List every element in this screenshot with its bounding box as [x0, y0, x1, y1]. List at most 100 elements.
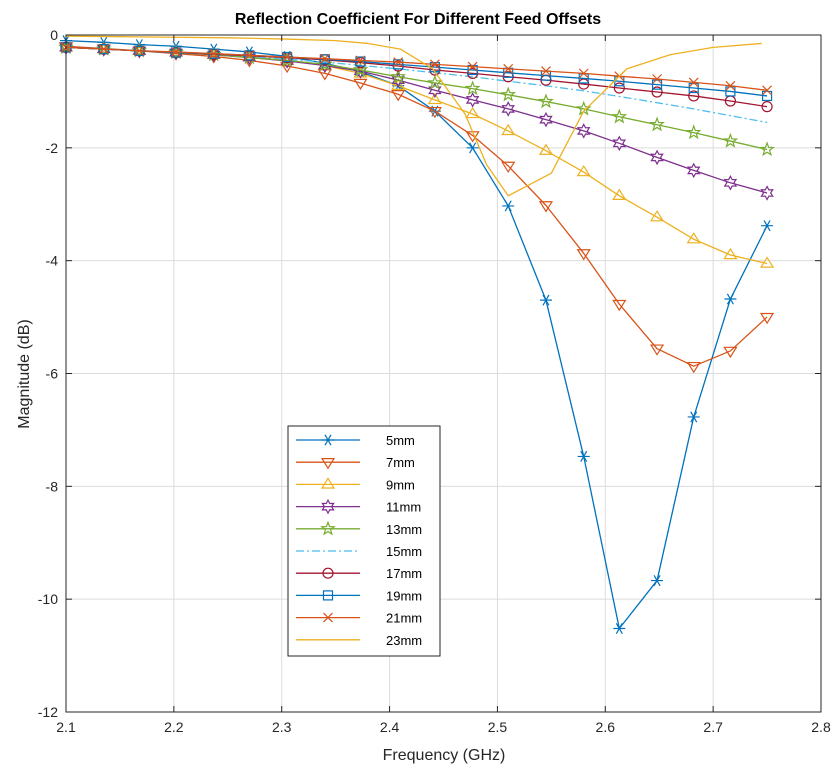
- data-point-5mm: [466, 142, 479, 154]
- data-point-7mm: [686, 361, 701, 374]
- data-point-13mm: [390, 68, 407, 84]
- legend-label: 9mm: [386, 477, 415, 492]
- data-point-19mm: [355, 56, 366, 67]
- legend-label: 19mm: [386, 588, 422, 603]
- data-point-19mm: [393, 59, 404, 70]
- data-point-19mm: [725, 86, 736, 97]
- data-point-9mm: [759, 256, 775, 268]
- legend-entry: 19mm: [296, 588, 422, 603]
- legend-label: 15mm: [386, 544, 422, 559]
- chart-title: Reflection Coefficient For Different Fee…: [235, 11, 601, 28]
- y-tick-label: -12: [38, 704, 58, 720]
- data-point-7mm: [501, 161, 516, 174]
- data-point-9mm: [391, 78, 406, 90]
- data-point-11mm: [576, 123, 591, 139]
- data-point-13mm: [722, 132, 739, 148]
- legend-marker: [321, 498, 335, 515]
- data-point-19mm: [688, 82, 699, 94]
- legend-entry: 5mm: [296, 433, 415, 448]
- data-point-13mm: [649, 116, 665, 132]
- x-axis-title: Frequency (GHz): [383, 747, 506, 764]
- x-tick-label: 2.8: [811, 719, 831, 735]
- legend-entry: 13mm: [296, 520, 422, 537]
- y-tick-label: 0: [50, 27, 58, 43]
- data-point-11mm: [97, 41, 111, 57]
- data-point-13mm: [464, 80, 481, 96]
- legend-label: 17mm: [386, 566, 422, 581]
- data-point-21mm: [503, 63, 514, 74]
- legend-label: 23mm: [386, 633, 422, 648]
- data-point-21mm: [652, 74, 662, 84]
- data-point-7mm: [576, 249, 591, 261]
- data-point-9mm: [501, 123, 516, 136]
- data-point-19mm: [467, 64, 478, 76]
- legend-marker: [322, 434, 334, 446]
- legend-label: 7mm: [386, 455, 415, 470]
- data-point-11mm: [391, 72, 405, 88]
- data-point-11mm: [539, 111, 553, 128]
- data-point-21mm: [282, 52, 293, 62]
- legend-label: 21mm: [386, 611, 422, 626]
- x-tick-label: 2.5: [488, 719, 508, 735]
- data-point-11mm: [428, 82, 442, 99]
- data-point-11mm: [650, 149, 664, 166]
- data-point-13mm: [427, 74, 443, 90]
- data-point-21mm: [393, 57, 404, 68]
- y-tick-label: -4: [46, 253, 59, 269]
- data-point-9mm: [576, 164, 591, 177]
- data-point-21mm: [244, 50, 255, 61]
- data-point-11mm: [723, 175, 738, 191]
- series-line-21mm: [65, 46, 768, 91]
- data-point-9mm: [649, 210, 665, 222]
- series-line-23mm: [65, 35, 762, 197]
- data-point-7mm: [612, 299, 627, 312]
- data-point-11mm: [501, 101, 515, 117]
- ticks: 2.1 2.2 2.3 2.4 2.5 2.6 2.7 2.8 0 -2 -4 -6 -8 -10 -12: [38, 27, 831, 735]
- data-point-17mm: [688, 90, 700, 102]
- data-point-13mm: [538, 93, 554, 109]
- legend-marker: [320, 458, 336, 470]
- x-tick-label: 2.4: [380, 719, 400, 735]
- data-point-9mm: [96, 41, 111, 54]
- y-tick-label: -8: [46, 478, 59, 494]
- data-point-21mm: [578, 68, 589, 79]
- data-point-7mm: [759, 312, 775, 325]
- data-point-7mm: [649, 344, 665, 356]
- data-point-11mm: [465, 92, 480, 108]
- data-point-9mm: [538, 143, 554, 155]
- data-point-13mm: [685, 124, 702, 140]
- legend-marker: [322, 567, 334, 579]
- data-point-9mm: [686, 232, 701, 244]
- legend-entry: 21mm: [296, 611, 422, 626]
- y-axis-title: Magnitude (dB): [16, 319, 33, 428]
- data-point-9mm: [612, 188, 627, 200]
- data-point-7mm: [723, 346, 738, 359]
- legend-entry: 11mm: [296, 498, 421, 515]
- data-point-9mm: [465, 106, 480, 119]
- x-tick-label: 2.2: [164, 719, 184, 735]
- data-point-5mm: [502, 200, 515, 212]
- data-point-21mm: [541, 66, 551, 77]
- data-point-11mm: [612, 135, 627, 152]
- data-point-21mm: [688, 77, 699, 88]
- legend-label: 5mm: [386, 433, 415, 448]
- data-point-13mm: [611, 108, 628, 124]
- y-tick-label: -2: [46, 140, 59, 156]
- data-point-9mm: [132, 43, 147, 55]
- data-point-21mm: [725, 80, 736, 91]
- data-point-21mm: [134, 45, 145, 56]
- grid: [66, 35, 821, 712]
- data-point-21mm: [171, 47, 181, 57]
- legend-label: 13mm: [386, 522, 422, 537]
- data-point-17mm: [651, 86, 663, 98]
- legend-marker: [320, 520, 336, 536]
- data-point-7mm: [353, 78, 368, 91]
- data-point-19mm: [651, 79, 663, 90]
- data-point-11mm: [760, 185, 774, 201]
- legend-marker: [322, 590, 334, 601]
- data-point-5mm: [687, 411, 700, 423]
- data-point-9mm: [427, 92, 442, 105]
- data-point-13mm: [500, 86, 517, 102]
- x-tick-label: 2.1: [56, 719, 76, 735]
